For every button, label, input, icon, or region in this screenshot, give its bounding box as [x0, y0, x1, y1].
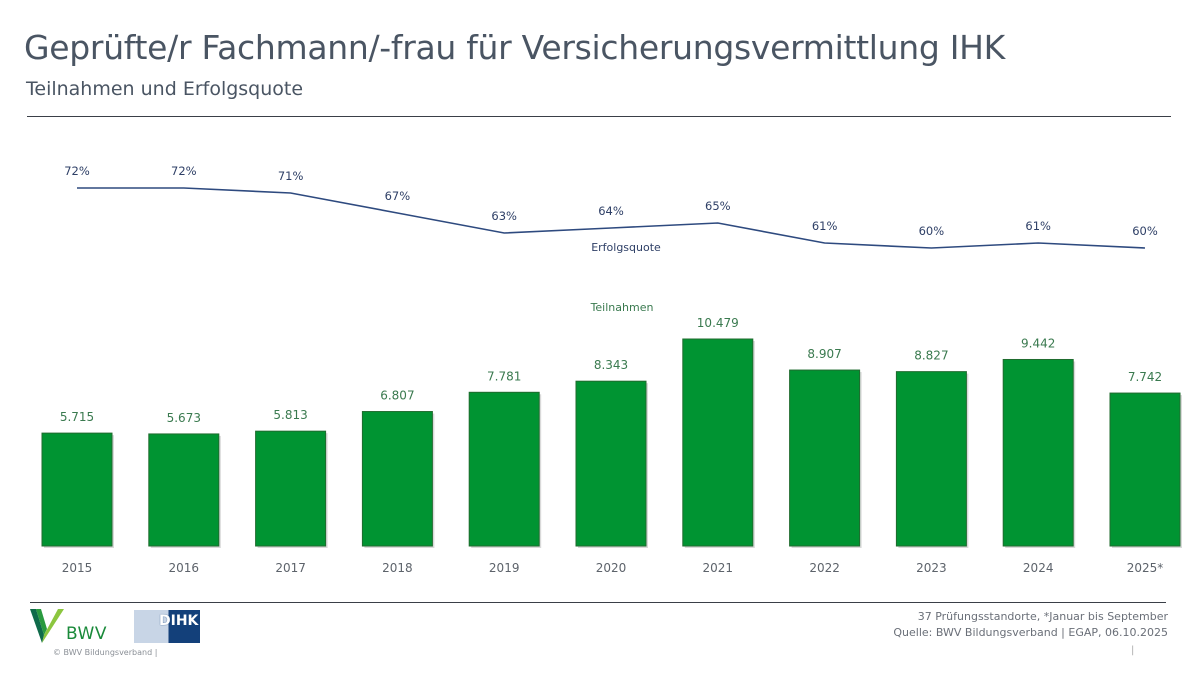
x-tick-label: 2022 [809, 561, 840, 575]
bar-data-labels: 5.715 5.673 5.813 6.807 7.781 8.343 10.479 8.90… [60, 316, 1162, 425]
bar-2018 [361, 411, 433, 547]
line-label: 61% [812, 219, 838, 233]
bar-label: 5.715 [60, 410, 94, 424]
line-data-labels: 72% 72% 71% 67% 63% 64% 65% 61% 60% 61% 60% [64, 164, 1158, 238]
line-label: 72% [171, 164, 197, 178]
dihk-logo [134, 610, 200, 643]
bwv-logo-icon [30, 609, 64, 643]
bar-label: 9.442 [1021, 336, 1055, 350]
bar-2025 [1109, 392, 1181, 547]
footer-divider [30, 602, 1166, 603]
x-axis-tick-labels: 2015 2016 2017 2018 2019 2020 2021 2022 2023 2024… [62, 561, 1164, 575]
bar-label: 5.673 [167, 411, 201, 425]
page-subtitle: Teilnahmen und Erfolgsquote [26, 78, 304, 100]
bar-2020 [575, 380, 647, 547]
bar-label: 6.807 [380, 389, 414, 403]
bwv-logo-text: BWV [66, 624, 107, 644]
x-tick-label: 2023 [916, 561, 947, 575]
bar-series-teilnahmen [41, 338, 1182, 548]
bar-label: 7.742 [1128, 370, 1162, 384]
line-label: 65% [705, 199, 731, 213]
x-tick-label: 2017 [275, 561, 306, 575]
line-series-erfolgsquote [77, 187, 1146, 249]
footnote-line-1: 37 Prüfungsstandorte, *Januar bis Septem… [917, 610, 1168, 623]
line-label: 67% [385, 189, 411, 203]
bar-label: 5.813 [273, 408, 307, 422]
bar-label: 10.479 [697, 316, 739, 330]
bar-2021 [682, 338, 754, 547]
x-tick-label: 2025* [1127, 561, 1164, 575]
bar-label: 8.907 [807, 347, 841, 361]
x-tick-label: 2020 [596, 561, 627, 575]
footnote: 37 Prüfungsstandorte, *Januar bis Septem… [893, 609, 1168, 641]
x-tick-label: 2019 [489, 561, 520, 575]
page-number-separator: | [1131, 645, 1135, 656]
series-label-teilnahmen: Teilnahmen [590, 301, 654, 314]
bar-2024 [1002, 358, 1074, 547]
chart: 5.715 5.673 5.813 6.807 7.781 8.343 10.479 8.90… [41, 164, 1182, 575]
bar-2023 [895, 371, 967, 547]
x-tick-label: 2024 [1023, 561, 1054, 575]
line-label: 71% [278, 169, 304, 183]
bar-label: 8.343 [594, 358, 628, 372]
line-label: 60% [919, 224, 945, 238]
bar-2022 [789, 369, 861, 547]
dihk-logo-text: DIHK [159, 613, 199, 629]
header-divider [27, 116, 1171, 117]
bar-label: 7.781 [487, 369, 521, 383]
copyright-text: © BWV Bildungsverband | [53, 648, 158, 657]
x-tick-label: 2021 [703, 561, 734, 575]
line-label: 60% [1132, 224, 1158, 238]
footnote-source: Quelle: BWV Bildungsverband | EGAP, 06.1… [893, 626, 1168, 639]
x-tick-label: 2016 [169, 561, 200, 575]
line-label: 72% [64, 164, 90, 178]
bar-2019 [468, 391, 540, 547]
page-title: Geprüfte/r Fachmann/-frau für Versicheru… [24, 28, 1005, 67]
line-label: 63% [491, 209, 517, 223]
x-tick-label: 2018 [382, 561, 413, 575]
x-tick-label: 2015 [62, 561, 93, 575]
bar-2016 [148, 433, 220, 547]
bar-label: 8.827 [914, 349, 948, 363]
line-label: 64% [598, 204, 624, 218]
bar-2017 [255, 430, 327, 547]
bar-2015 [41, 432, 113, 547]
series-label-erfolgsquote: Erfolgsquote [591, 241, 661, 254]
line-label: 61% [1025, 219, 1051, 233]
